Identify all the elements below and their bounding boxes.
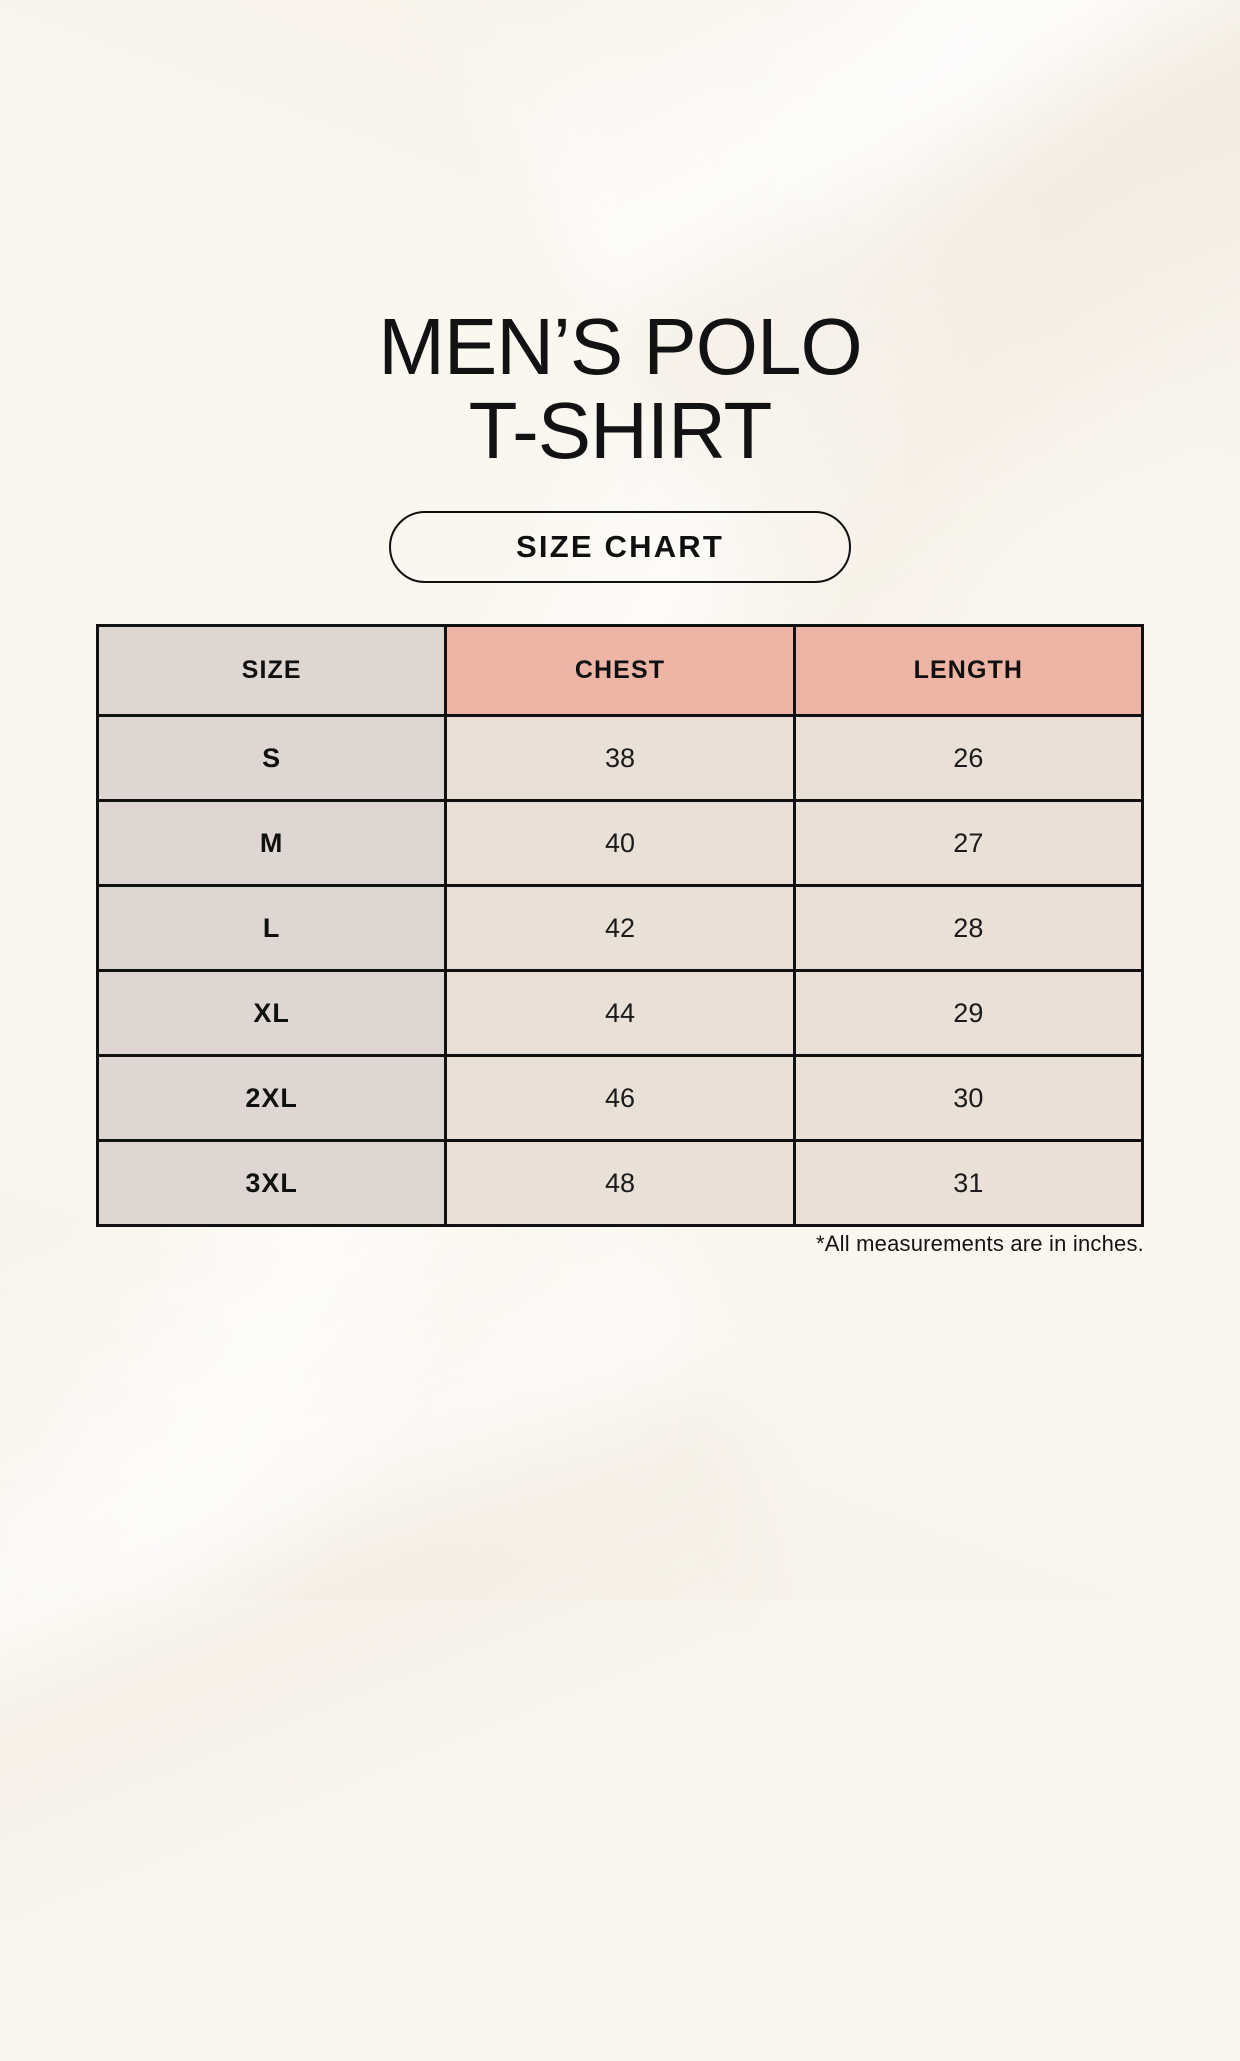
- cell-size-m: M: [95, 799, 448, 887]
- cell-length-m: 27: [792, 799, 1145, 887]
- size-chart-badge-label: SIZE CHART: [516, 529, 724, 564]
- cell-size-l: L: [95, 884, 448, 972]
- size-chart-badge-container: SIZE CHART: [0, 511, 1240, 583]
- cell-chest-2xl: 46: [444, 1054, 796, 1142]
- table-row: XL 44 29: [95, 969, 1145, 1057]
- cell-length-3xl: 31: [792, 1139, 1145, 1227]
- size-table: SIZE CHEST LENGTH S 38 26 M 40 27 L: [95, 624, 1145, 1227]
- cell-length-l: 28: [792, 884, 1145, 972]
- table-row: 2XL 46 30: [95, 1054, 1145, 1142]
- cell-length-xl: 29: [792, 969, 1145, 1057]
- cell-chest-3xl: 48: [444, 1139, 796, 1227]
- table-row: L 42 28: [95, 884, 1145, 972]
- table-row: M 40 27: [95, 799, 1145, 887]
- cell-chest-m: 40: [444, 799, 796, 887]
- cell-size-2xl: 2XL: [95, 1054, 448, 1142]
- cell-chest-xl: 44: [444, 969, 796, 1057]
- size-table-body: S 38 26 M 40 27 L 42 28 XL 44 29: [95, 714, 1145, 1227]
- cell-length-2xl: 30: [792, 1054, 1145, 1142]
- column-header-chest: CHEST: [444, 624, 796, 717]
- table-header-row: SIZE CHEST LENGTH: [95, 624, 1145, 717]
- cell-chest-s: 38: [444, 714, 796, 802]
- cell-size-xl: XL: [95, 969, 448, 1057]
- cell-size-s: S: [95, 714, 448, 802]
- size-table-container: SIZE CHEST LENGTH S 38 26 M 40 27 L: [95, 624, 1145, 1227]
- cell-chest-l: 42: [444, 884, 796, 972]
- size-chart-page: MEN’S POLO T-SHIRT SIZE CHART SIZE CHEST…: [0, 302, 1240, 1256]
- page-title: MEN’S POLO T-SHIRT: [0, 302, 1240, 475]
- size-table-header: SIZE CHEST LENGTH: [95, 624, 1145, 717]
- page-title-line-2: T-SHIRT: [468, 386, 773, 475]
- size-chart-badge: SIZE CHART: [389, 511, 851, 583]
- measurements-footnote: *All measurements are in inches.: [816, 1231, 1144, 1256]
- column-header-length: LENGTH: [792, 624, 1145, 717]
- page-title-line-1: MEN’S POLO: [378, 302, 862, 391]
- cell-size-3xl: 3XL: [95, 1139, 448, 1227]
- table-row: 3XL 48 31: [95, 1139, 1145, 1227]
- table-row: S 38 26: [95, 714, 1145, 802]
- cell-length-s: 26: [792, 714, 1145, 802]
- column-header-size: SIZE: [95, 624, 448, 717]
